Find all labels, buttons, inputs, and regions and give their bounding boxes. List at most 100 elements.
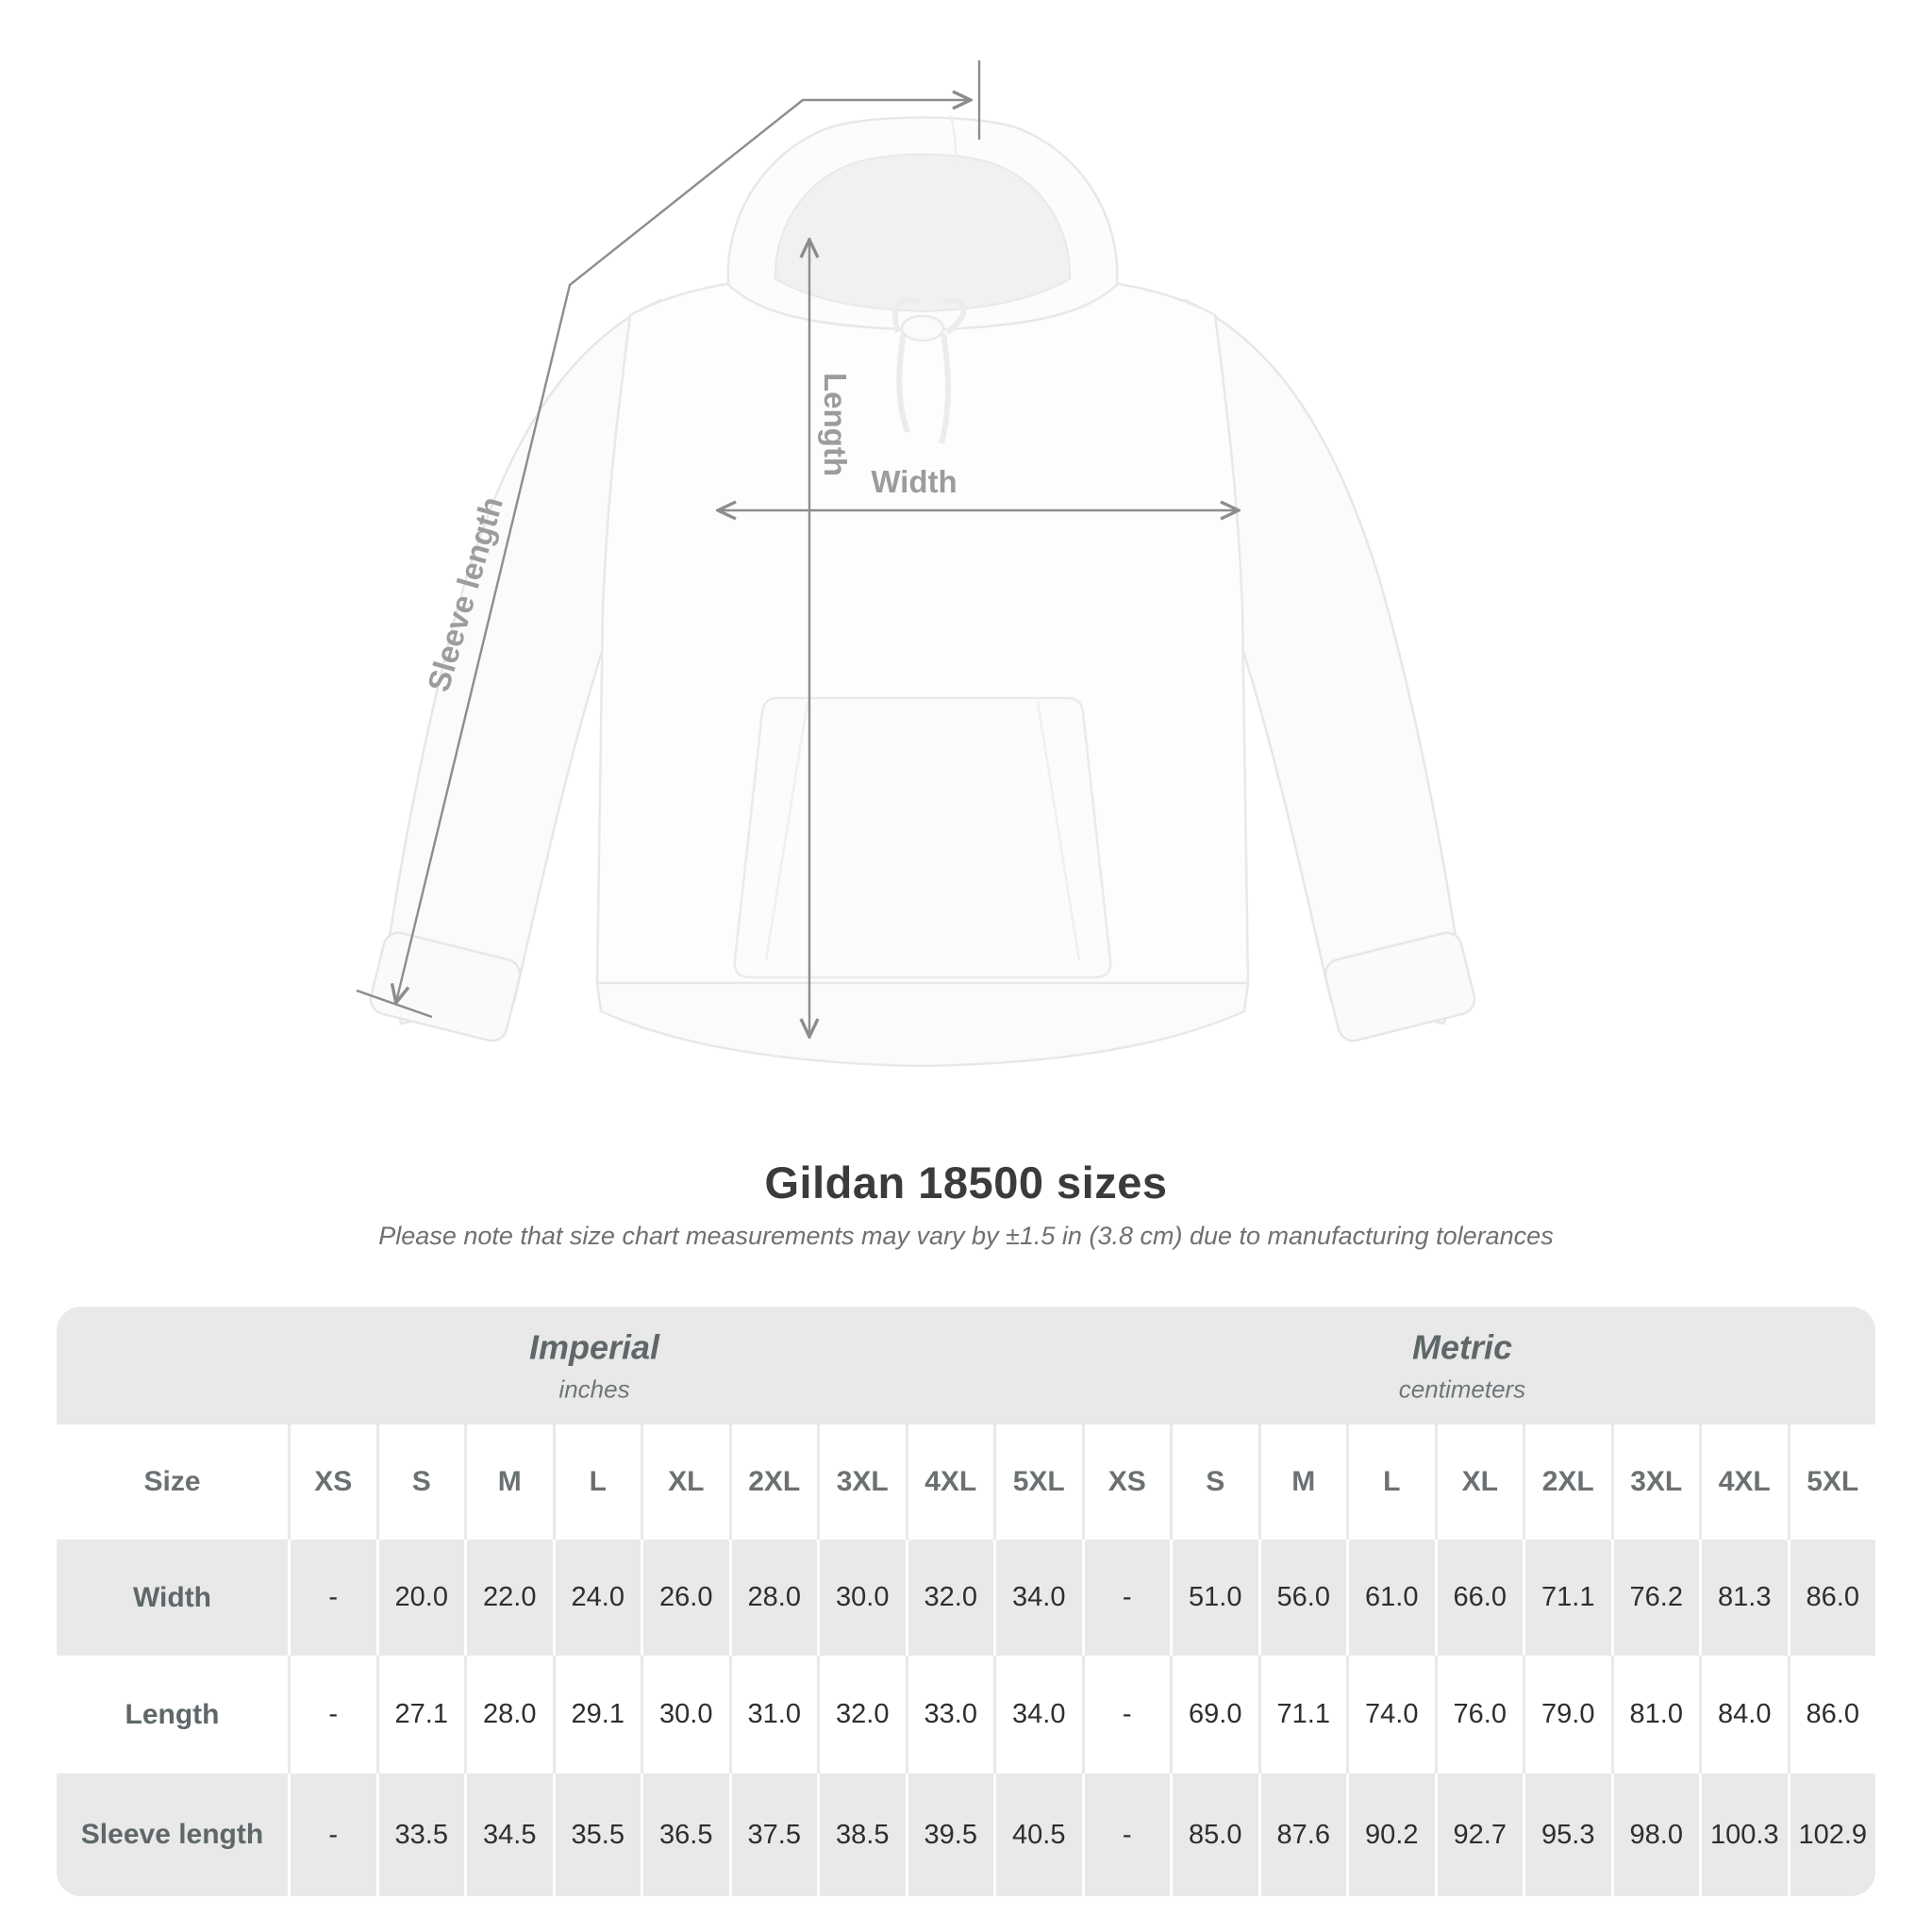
hoodie-pocket-opening-right [1036,701,1081,961]
value-cell-width-17: 86.0 [1787,1540,1876,1656]
value-cell-width-1: 20.0 [375,1540,465,1656]
size-header-imperial-2xl: 2XL [728,1424,818,1540]
metric-header: Metric centimeters [1399,1327,1525,1404]
value-cell-sleeve-length-6: 38.5 [817,1774,906,1896]
size-header-imperial-xl: XL [641,1424,729,1540]
value-cell-width-15: 76.2 [1610,1540,1700,1656]
hoodie-illustration [369,114,1476,1068]
value-cell-width-0: - [288,1540,376,1656]
value-cell-width-7: 32.0 [905,1540,994,1656]
value-cell-sleeve-length-3: 35.5 [552,1774,641,1896]
value-cell-length-7: 33.0 [905,1656,994,1774]
metric-unit: centimeters [1398,1374,1526,1403]
value-cell-length-6: 32.0 [817,1656,906,1774]
value-cell-length-0: - [288,1656,376,1774]
value-cell-width-8: 34.0 [993,1540,1082,1656]
value-cell-width-2: 22.0 [464,1540,553,1656]
value-cell-sleeve-length-10: 85.0 [1170,1774,1258,1896]
value-cell-length-2: 28.0 [464,1656,553,1774]
size-header-imperial-s: S [375,1424,465,1540]
sleeve-length-line [396,100,970,1002]
value-cell-width-14: 71.1 [1523,1540,1611,1656]
value-cell-sleeve-length-0: - [288,1774,376,1896]
hoodie-bow-knot [900,314,945,342]
size-header-metric-l: L [1346,1424,1435,1540]
value-cell-length-13: 76.0 [1434,1656,1524,1774]
value-cell-sleeve-length-16: 100.3 [1699,1774,1788,1896]
hoodie-hem-band [595,981,1250,1068]
measurement-lines [356,60,1238,1036]
size-column-header: Size [143,1466,201,1497]
row-label-length: Length [125,1698,220,1730]
value-cell-width-9: - [1081,1540,1171,1656]
title-block: Gildan 18500 sizes Please note that size… [0,1157,1932,1251]
width-label: Width [871,464,957,499]
value-cell-length-14: 79.0 [1523,1656,1611,1774]
size-header-imperial-4xl: 4XL [905,1424,994,1540]
hoodie-pocket [733,696,1112,979]
value-cell-width-4: 26.0 [641,1540,729,1656]
value-cell-length-17: 86.0 [1787,1656,1876,1774]
table-row-width: Width -20.0 22.0 24.0 26.0 28.0 30.0 32.0 34.0-… [57,1540,1875,1656]
value-cell-length-16: 84.0 [1699,1656,1788,1774]
value-cell-sleeve-length-9: - [1081,1774,1171,1896]
size-header-imperial-m: M [464,1424,553,1540]
value-cell-sleeve-length-15: 98.0 [1610,1774,1700,1896]
table-row-sleeve-length: Sleeve length -33.5 34.5 35.5 36.5 37.5 38.5 3… [57,1774,1875,1896]
value-cell-sleeve-length-4: 36.5 [641,1774,729,1896]
page-subtitle: Please note that size chart measurements… [378,1222,1554,1250]
unit-header-band: Imperial inches Metric centimeters [57,1307,1875,1424]
length-label: Length [818,373,853,476]
size-header-row: Size XS S M L XL 2XL 3XL 4XL 5XL XS S M L XL 2XL 3XL 4XL… [57,1424,1875,1540]
value-cell-width-13: 66.0 [1434,1540,1524,1656]
value-cell-width-5: 28.0 [728,1540,818,1656]
size-header-imperial-5xl: 5XL [993,1424,1082,1540]
value-cell-sleeve-length-2: 34.5 [464,1774,553,1896]
size-header-imperial-3xl: 3XL [817,1424,906,1540]
value-cell-length-15: 81.0 [1610,1656,1700,1774]
size-header-metric-xs: XS [1081,1424,1171,1540]
value-cell-width-3: 24.0 [552,1540,641,1656]
value-cell-length-11: 71.1 [1257,1656,1347,1774]
imperial-title: Imperial [528,1327,660,1366]
imperial-header: Imperial inches [529,1327,659,1404]
value-cell-sleeve-length-14: 95.3 [1523,1774,1611,1896]
value-cell-sleeve-length-1: 33.5 [375,1774,465,1896]
size-header-metric-s: S [1170,1424,1258,1540]
hoodie-right-cuff [1324,931,1476,1042]
row-label-sleeve-length: Sleeve length [80,1819,264,1850]
hoodie-measurement-diagram: Length Width Sleeve length [356,60,1476,1068]
size-table: Imperial inches Metric centimeters Size … [57,1307,1875,1896]
size-header-metric-4xl: 4XL [1699,1424,1788,1540]
value-cell-width-12: 61.0 [1346,1540,1435,1656]
value-cell-length-3: 29.1 [552,1656,641,1774]
size-header-metric-3xl: 3XL [1610,1424,1700,1540]
value-cell-length-4: 30.0 [641,1656,729,1774]
size-header-imperial-xs: XS [288,1424,376,1540]
size-header-metric-5xl: 5XL [1787,1424,1876,1540]
value-cell-length-8: 34.0 [993,1656,1082,1774]
value-cell-sleeve-length-12: 90.2 [1346,1774,1435,1896]
page-title: Gildan 18500 sizes [764,1158,1168,1208]
value-cell-width-6: 30.0 [817,1540,906,1656]
value-cell-length-10: 69.0 [1170,1656,1258,1774]
size-header-metric-2xl: 2XL [1523,1424,1611,1540]
sleeve-cuff-tick [356,989,433,1019]
metric-title: Metric [1411,1327,1513,1366]
value-cell-length-1: 27.1 [375,1656,465,1774]
size-header-metric-xl: XL [1434,1424,1524,1540]
value-cell-length-9: - [1081,1656,1171,1774]
imperial-unit: inches [558,1374,630,1403]
size-header-imperial-l: L [552,1424,641,1540]
table-row-length: Length -27.1 28.0 29.1 30.0 31.0 32.0 33.0 34.0… [57,1656,1875,1774]
value-cell-sleeve-length-8: 40.5 [993,1774,1082,1896]
value-cell-length-12: 74.0 [1346,1656,1435,1774]
value-cell-sleeve-length-11: 87.6 [1257,1774,1347,1896]
value-cell-width-10: 51.0 [1170,1540,1258,1656]
value-cell-sleeve-length-13: 92.7 [1434,1774,1524,1896]
value-cell-width-11: 56.0 [1257,1540,1347,1656]
value-cell-width-16: 81.3 [1699,1540,1788,1656]
value-cell-sleeve-length-17: 102.9 [1787,1774,1876,1896]
value-cell-length-5: 31.0 [728,1656,818,1774]
